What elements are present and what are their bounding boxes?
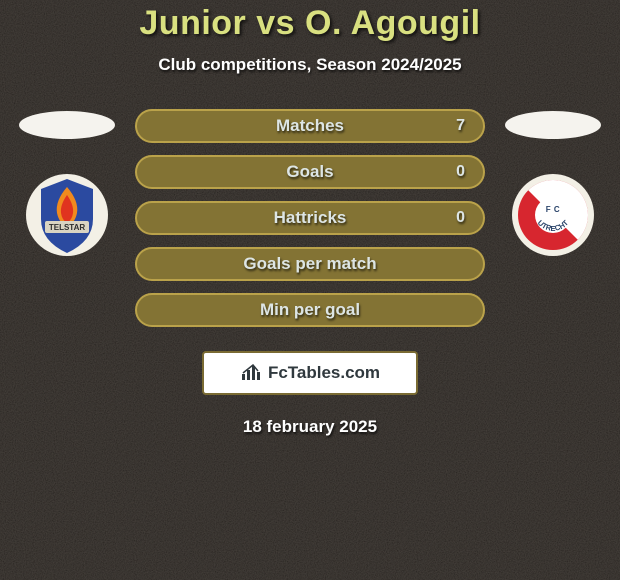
- comparison-row: TELSTAR Matches 7 Goals 0 Hattricks 0 Goals pe…: [0, 107, 620, 327]
- stat-label: Matches: [276, 116, 344, 136]
- player-silhouette-icon: [17, 107, 117, 143]
- brand-badge: FcTables.com: [202, 351, 418, 395]
- player-silhouette-icon: [503, 107, 603, 143]
- player-left: TELSTAR: [17, 107, 117, 257]
- stat-row: Min per goal: [135, 293, 485, 327]
- stats-list: Matches 7 Goals 0 Hattricks 0 Goals per match M…: [135, 107, 485, 327]
- crest-left-banner-text: TELSTAR: [49, 223, 86, 232]
- date-text: 18 february 2025: [0, 417, 620, 437]
- stat-label: Min per goal: [260, 300, 360, 320]
- stat-label: Goals per match: [243, 254, 376, 274]
- subtitle: Club competitions, Season 2024/2025: [0, 55, 620, 75]
- stat-row: Matches 7: [135, 109, 485, 143]
- stat-row: Goals 0: [135, 155, 485, 189]
- page-title: Junior vs O. Agougil: [0, 4, 620, 43]
- club-crest-right: F C UTRECHT: [511, 173, 595, 257]
- stat-value-right: 7: [456, 117, 465, 135]
- club-crest-left: TELSTAR: [25, 173, 109, 257]
- stat-value-right: 0: [456, 209, 465, 227]
- stat-label: Goals: [286, 162, 333, 182]
- stat-value-right: 0: [456, 163, 465, 181]
- stat-row: Goals per match: [135, 247, 485, 281]
- player-right: F C UTRECHT: [503, 107, 603, 257]
- crest-right-fc-text: F C: [546, 205, 560, 214]
- stat-label: Hattricks: [274, 208, 347, 228]
- bar-chart-icon: [240, 364, 262, 382]
- stat-row: Hattricks 0: [135, 201, 485, 235]
- brand-text: FcTables.com: [268, 363, 380, 383]
